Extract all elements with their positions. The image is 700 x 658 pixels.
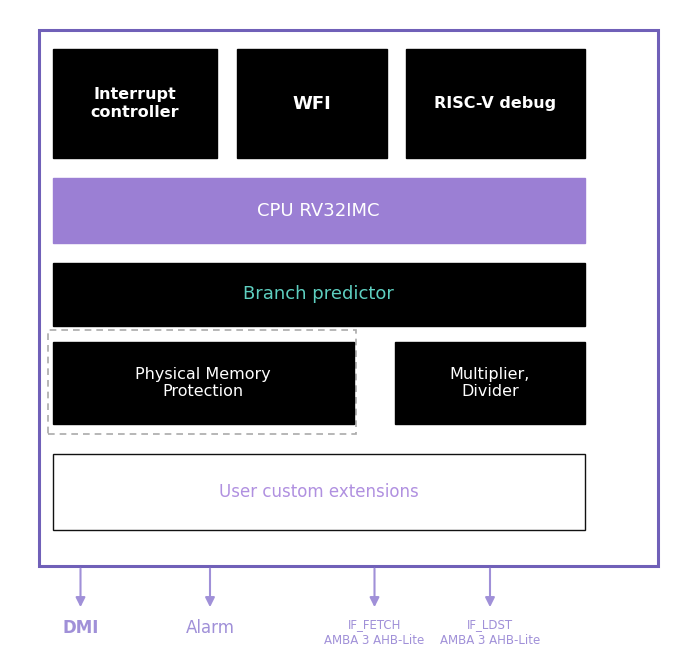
Bar — [237, 49, 387, 158]
Text: Multiplier,
Divider: Multiplier, Divider — [450, 367, 530, 399]
Text: RISC-V debug: RISC-V debug — [434, 96, 556, 111]
Text: DMI: DMI — [62, 619, 99, 636]
Bar — [52, 49, 217, 158]
Bar — [52, 454, 584, 530]
Bar — [52, 178, 584, 243]
Bar — [48, 330, 356, 434]
Bar — [406, 49, 584, 158]
Text: CPU RV32IMC: CPU RV32IMC — [258, 201, 379, 220]
Text: Interrupt
controller: Interrupt controller — [90, 88, 179, 120]
Bar — [38, 30, 658, 566]
Bar — [52, 342, 354, 424]
Text: User custom extensions: User custom extensions — [218, 483, 419, 501]
Text: Physical Memory
Protection: Physical Memory Protection — [135, 367, 271, 399]
Text: Alarm: Alarm — [186, 619, 234, 636]
Bar — [52, 263, 584, 326]
Text: IF_LDST
AMBA 3 AHB-Lite: IF_LDST AMBA 3 AHB-Lite — [440, 619, 540, 647]
Text: WFI: WFI — [293, 95, 331, 113]
Text: Branch predictor: Branch predictor — [243, 286, 394, 303]
Text: IF_FETCH
AMBA 3 AHB-Lite: IF_FETCH AMBA 3 AHB-Lite — [324, 619, 425, 647]
Bar — [395, 342, 584, 424]
